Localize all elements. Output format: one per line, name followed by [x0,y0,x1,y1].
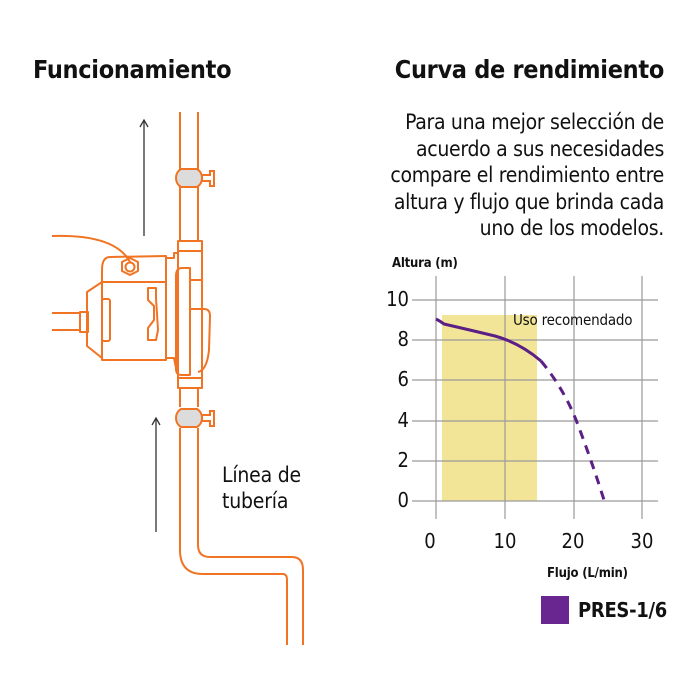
nut-icon [121,257,139,276]
description-line: acuerdo a sus necesidades [415,136,664,161]
pipe-coupling [177,240,203,252]
pipe-label-line: Línea de [222,463,301,487]
y-tick: 8 [397,327,409,351]
y-tick: 2 [397,448,409,472]
valve-icon [174,408,215,428]
y-tick: 10 [386,287,409,311]
motor-slot [101,298,111,342]
description-line: altura y flujo que brinda cada [393,189,664,214]
curve-dashed [539,360,606,501]
description-line: compare el rendimiento entre [390,163,664,187]
motor-body [101,255,167,361]
flow-arrow-up-icon [151,416,161,532]
pipe-lower-right-wall [197,544,304,645]
pipe-line-label: Línea de tubería [222,462,301,514]
valve-icon [174,168,215,188]
x-tick: 20 [561,529,585,553]
pump-volute [175,267,191,376]
legend-label: PRES-1/6 [578,598,667,622]
x-axis-title: Flujo (L/min) [547,566,628,581]
pipe-lower-left-wall [179,549,288,645]
motor-flange [166,357,177,369]
y-tick: 0 [397,488,409,512]
chart-legend: PRES-1/6 [541,596,667,624]
y-tick: 6 [397,367,409,391]
functioning-title: Funcionamiento [33,55,232,84]
recommended-use-label: Uso recomendado [513,311,633,329]
pump-bulge [190,308,211,373]
description-line: Para una mejor selección de [405,110,664,134]
description-text: Para una mejor selección de acuerdo a su… [324,109,664,242]
motor-shaft [79,311,89,333]
curve-solid [435,317,542,363]
description-line: uno de los modelos. [479,216,665,240]
pipe-coupling [177,377,203,389]
x-tick: 10 [493,529,517,553]
x-tick: 30 [630,529,654,553]
motor-bracket [147,287,159,341]
power-cable [51,234,131,263]
pipe-label-line: tubería [222,489,289,513]
motor-endcap [86,281,103,359]
flow-arrow-up-icon [139,118,149,236]
performance-curve-title: Curva de rendimiento [394,55,665,84]
performance-chart [412,276,658,519]
legend-swatch [541,596,569,624]
y-axis-title: Altura (m) [392,256,458,271]
x-tick: 0 [424,529,436,553]
recommended-use-region [442,315,537,501]
y-tick: 4 [397,408,409,432]
motor-flange [166,252,178,259]
nut-hole [124,261,136,273]
